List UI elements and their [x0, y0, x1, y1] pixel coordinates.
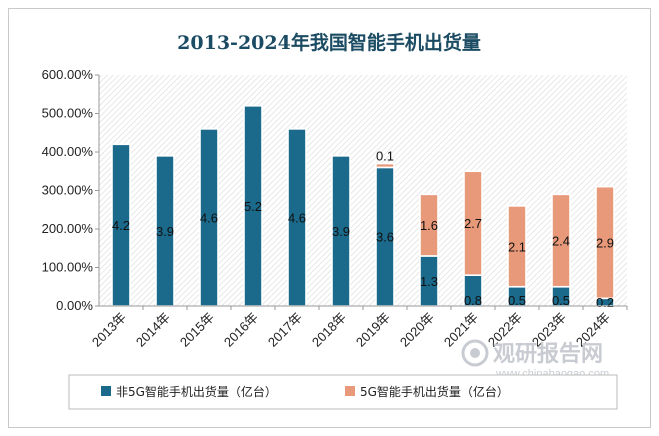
data-label: 2.7: [464, 216, 482, 231]
bar-5g: [595, 185, 615, 300]
data-label: 3.9: [332, 224, 350, 239]
legend-swatch-5g: [345, 386, 355, 396]
x-tick-label: 2014年: [133, 310, 173, 350]
legend-box: [68, 374, 618, 410]
bar-5g: [463, 170, 483, 276]
data-label: 4.2: [112, 218, 130, 233]
x-tick-label: 2020年: [397, 310, 437, 350]
legend-label-non5g: 非5G智能手机出货量（亿台）: [116, 384, 277, 399]
legend-swatch-non5g: [101, 386, 111, 396]
y-tick-label: 400.00%: [42, 144, 94, 159]
data-label: 0.5: [552, 293, 570, 308]
data-label: 1.6: [420, 218, 438, 233]
plot-area: [99, 75, 627, 306]
x-tick-label: 2013年: [89, 310, 129, 350]
watermark-brand: 观研报告网: [493, 342, 603, 367]
watermark-logo-icon: [461, 339, 489, 367]
data-label: 3.6: [376, 230, 394, 245]
legend-label-5g: 5G智能手机出货量（亿台）: [360, 384, 509, 399]
y-axis: 0.00% 100.00% 200.00% 300.00% 400.00% 500.00%…: [42, 67, 100, 313]
x-tick-label: 2016年: [221, 310, 261, 350]
data-label: 2.9: [596, 235, 614, 250]
y-tick-label: 0.00%: [56, 298, 93, 313]
legend: 非5G智能手机出货量（亿台） 5G智能手机出货量（亿台）: [68, 374, 618, 410]
x-tick-label: 2021年: [441, 310, 481, 350]
y-tick-label: 600.00%: [42, 67, 94, 82]
data-label: 5.2: [244, 199, 262, 214]
y-tick-label: 300.00%: [42, 183, 94, 198]
bar-5g: [375, 162, 395, 169]
x-tick-label: 2017年: [265, 310, 305, 350]
data-label: 2.1: [508, 239, 526, 254]
chart-frame: 2013-2024年我国智能手机出货量 0.00% 100.00% 200.00% 3…: [8, 8, 651, 428]
x-tick-label: 2018年: [309, 310, 349, 350]
bar-5g: [419, 193, 439, 257]
watermark: 观研报告网 www.chinabaogao.com: [461, 339, 609, 380]
data-label: 0.2: [596, 295, 614, 310]
chart-title: 2013-2024年我国智能手机出货量: [177, 31, 481, 54]
data-label: 0.8: [464, 293, 482, 308]
data-label: 0.5: [508, 293, 526, 308]
data-label: 2.4: [552, 234, 570, 249]
data-label: 1.3: [420, 274, 438, 289]
y-tick-label: 500.00%: [42, 106, 94, 121]
bar-chart: 2013-2024年我国智能手机出货量 0.00% 100.00% 200.00% 3…: [42, 31, 628, 410]
data-label: 4.6: [200, 210, 218, 225]
data-label: 3.9: [156, 224, 174, 239]
x-tick-label: 2019年: [353, 310, 393, 350]
bar-5g: [507, 205, 527, 288]
y-tick-label: 200.00%: [42, 221, 94, 236]
data-label: 0.1: [376, 149, 394, 164]
y-tick-label: 100.00%: [42, 260, 94, 275]
data-label: 4.6: [288, 210, 306, 225]
bar-5g: [551, 193, 571, 288]
x-tick-label: 2015年: [177, 310, 217, 350]
